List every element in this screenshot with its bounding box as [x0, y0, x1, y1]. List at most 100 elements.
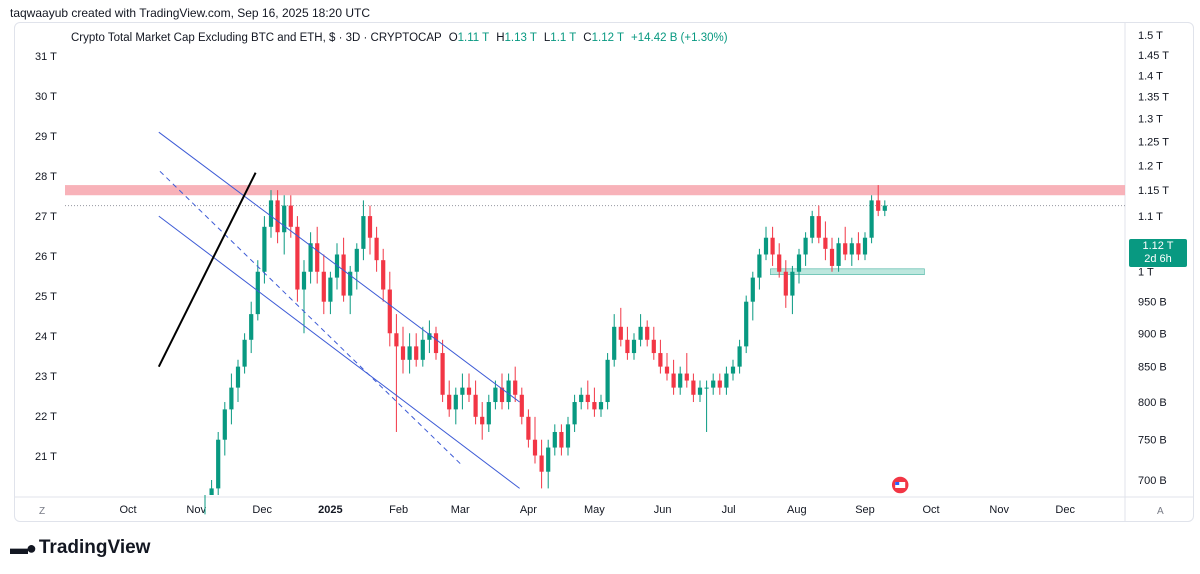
candle-body [348, 271, 353, 296]
candle-body [433, 333, 439, 354]
time-axis-tick-label: Nov [186, 504, 206, 516]
candle-body [480, 416, 485, 425]
candle-body [235, 366, 241, 388]
candle-body [387, 289, 392, 334]
zoom-toggle-button[interactable]: Z [39, 506, 46, 517]
candle-body [678, 373, 683, 388]
candle-body [737, 346, 742, 367]
candle-body [849, 243, 854, 255]
candle-body [354, 248, 359, 272]
candle-body [724, 373, 729, 388]
price-axis-tick-label: 1.25 T [1138, 136, 1169, 148]
chart-legend: Crypto Total Market Cap Excluding BTC an… [71, 32, 728, 44]
candle-body [856, 243, 861, 255]
tradingview-brand: ▬● TradingView [10, 537, 150, 559]
candle-body [717, 380, 722, 388]
candle-body [559, 431, 564, 448]
time-axis-tick-label: Oct [119, 504, 136, 516]
candle-body [823, 237, 828, 249]
candle-body [394, 333, 399, 347]
candle-body [790, 271, 795, 296]
time-axis-tick-label: Oct [922, 504, 939, 516]
candle-body [513, 380, 518, 395]
candle-body [249, 314, 254, 340]
time-axis-tick-label: Feb [389, 504, 408, 516]
candle-body [750, 277, 755, 302]
candle-body [466, 387, 472, 395]
current-price-value: 1.12 T [1142, 240, 1174, 252]
downtrend-line [157, 172, 257, 368]
legend-low-label: L [543, 32, 551, 44]
candle-body [519, 394, 524, 417]
candle-body [506, 380, 511, 403]
price-axis-tick-label: 700 B [1138, 475, 1167, 487]
candle-body [546, 447, 551, 472]
candlestick-chart[interactable]: 1.5 T 1.45 T 1.4 T 1.35 T 1.3 T 1.25 T 1.2 T 1.… [15, 23, 1194, 522]
candle-body [704, 387, 709, 389]
candle-body [757, 254, 762, 278]
left-axis-tick-label: 29 T [35, 131, 57, 143]
channel-upper-line [158, 131, 520, 403]
time-axis-tick-label: May [584, 504, 605, 516]
price-axis-tick-label: 1.5 T [1138, 30, 1163, 42]
candle-body [664, 366, 670, 374]
left-axis-tick-label: 21 T [35, 451, 57, 463]
candle-body [526, 416, 531, 440]
candle-body [473, 394, 478, 417]
candle-body [229, 387, 234, 410]
brand-name: TradingView [38, 537, 151, 558]
left-axis-tick-label: 22 T [35, 411, 57, 423]
candle-body [645, 326, 650, 340]
tradingview-logo-icon: ▬● [10, 537, 37, 558]
candle-body [216, 439, 221, 489]
legend-high-value: 1.13 T [504, 32, 537, 44]
candle-body [658, 353, 663, 367]
candle-body [374, 237, 379, 261]
candle-body [816, 216, 821, 238]
candle-body [869, 200, 874, 238]
candle-body [651, 339, 656, 354]
price-axis-tick-label: 750 B [1138, 435, 1167, 447]
time-axis-tick-label: Aug [787, 504, 807, 516]
candle-body [783, 271, 788, 296]
chart-attribution: taqwaayub created with TradingView.com, … [10, 6, 370, 20]
candle-body [460, 387, 465, 395]
candle-body [565, 424, 571, 448]
price-axis-tick-label: 850 B [1138, 362, 1167, 374]
candle-body [282, 205, 287, 233]
support-zone [770, 268, 925, 275]
candle-body [843, 243, 848, 255]
candle-body [295, 226, 300, 290]
candle-body [711, 380, 716, 388]
candle-body [803, 237, 808, 255]
candle-body [585, 394, 590, 403]
chart-panel[interactable]: 1.5 T 1.45 T 1.4 T 1.35 T 1.3 T 1.25 T 1.2 T 1.… [14, 22, 1194, 522]
left-axis-tick-label: 30 T [35, 91, 57, 103]
time-axis-tick-label: Jul [722, 504, 736, 516]
price-axis-tick-label: 1.3 T [1138, 114, 1163, 126]
candle-body [301, 271, 307, 290]
candle-body [341, 254, 346, 296]
channel-mid-line [158, 169, 461, 464]
legend-open-label: O [448, 32, 458, 44]
legend-close-label: C [583, 32, 592, 44]
legend-open-value: 1.11 T [457, 32, 489, 44]
candle-body [882, 205, 887, 211]
candle-body [209, 488, 214, 495]
candle-body [361, 216, 366, 249]
candle-body [579, 394, 584, 403]
left-axis-tick-label: 27 T [35, 211, 57, 223]
candle-body [407, 346, 412, 360]
candle-body [539, 455, 544, 472]
candle-body [598, 402, 604, 410]
candle-body [308, 243, 313, 272]
candle-body [796, 254, 802, 272]
candle-body [671, 373, 676, 388]
price-axis-tick-label: 1 T [1138, 267, 1154, 279]
candle-body [572, 402, 577, 425]
left-axis-tick-label: 26 T [35, 251, 57, 263]
candle-body [499, 387, 505, 403]
auto-scale-button[interactable]: A [1157, 506, 1164, 517]
legend-close-value: 1.12 T [591, 32, 624, 44]
price-axis-tick-label: 1.45 T [1138, 50, 1169, 62]
